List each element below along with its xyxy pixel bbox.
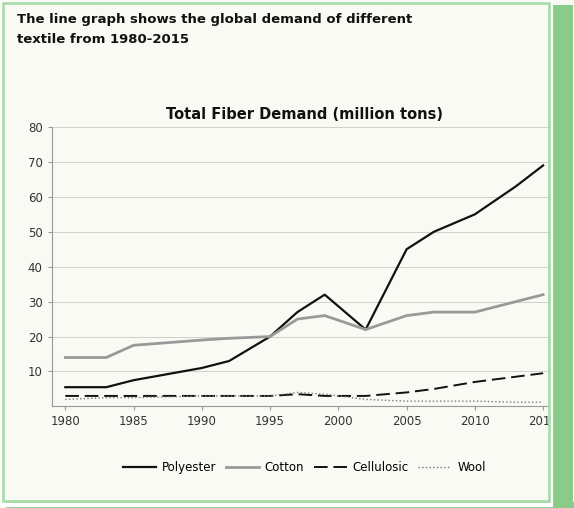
Cotton	[471, 309, 478, 315]
Polyester	[226, 358, 232, 364]
Wool	[103, 395, 110, 401]
Cotton	[513, 299, 519, 305]
Polyester	[267, 334, 274, 340]
Polyester	[199, 365, 205, 371]
Cotton	[321, 312, 328, 319]
Polyester	[130, 377, 137, 383]
Polyester	[430, 229, 437, 235]
Cellulosic	[62, 393, 69, 399]
Cellulosic	[471, 379, 478, 385]
Wool	[430, 398, 437, 404]
Cotton	[103, 355, 110, 361]
Cotton	[62, 355, 69, 361]
Cotton	[226, 335, 232, 341]
Wool	[362, 396, 369, 402]
Wool	[403, 398, 410, 404]
Wool	[226, 393, 232, 399]
Cellulosic	[199, 393, 205, 399]
Polyester	[403, 246, 410, 252]
Line: Polyester: Polyester	[65, 166, 543, 387]
Line: Cellulosic: Cellulosic	[65, 373, 543, 396]
Polyester	[62, 384, 69, 390]
Wool	[540, 399, 546, 405]
Cellulosic	[103, 393, 110, 399]
Wool	[513, 399, 519, 405]
Line: Wool: Wool	[65, 393, 543, 402]
Polyester	[513, 183, 519, 189]
Cellulosic	[540, 370, 546, 376]
Cellulosic	[513, 374, 519, 380]
Cellulosic	[267, 393, 274, 399]
Polyester	[362, 327, 369, 333]
Wool	[267, 393, 274, 399]
Cellulosic	[130, 393, 137, 399]
Cellulosic	[321, 393, 328, 399]
Cotton	[362, 327, 369, 333]
Cotton	[540, 292, 546, 298]
Wool	[130, 395, 137, 401]
Text: The line graph shows the global demand of different: The line graph shows the global demand o…	[17, 13, 413, 26]
Legend: Polyester, Cotton, Cellulosic, Wool: Polyester, Cotton, Cellulosic, Wool	[118, 456, 490, 479]
Cellulosic	[403, 390, 410, 396]
Wool	[199, 393, 205, 399]
Line: Cotton: Cotton	[65, 295, 543, 358]
Polyester	[540, 163, 546, 169]
Wool	[62, 396, 69, 402]
Cotton	[294, 316, 301, 322]
Polyester	[103, 384, 110, 390]
Cotton	[199, 337, 205, 343]
Text: textile from 1980-2015: textile from 1980-2015	[17, 33, 189, 46]
Cellulosic	[226, 393, 232, 399]
Wool	[294, 390, 301, 396]
Cellulosic	[294, 391, 301, 397]
Wool	[321, 391, 328, 397]
Polyester	[294, 309, 301, 315]
Polyester	[321, 292, 328, 298]
Cotton	[403, 312, 410, 319]
Cellulosic	[362, 393, 369, 399]
Polyester	[471, 211, 478, 217]
Cellulosic	[430, 386, 437, 392]
Cotton	[430, 309, 437, 315]
Wool	[471, 398, 478, 404]
Title: Total Fiber Demand (million tons): Total Fiber Demand (million tons)	[166, 107, 443, 122]
Cotton	[130, 342, 137, 348]
Cotton	[267, 334, 274, 340]
